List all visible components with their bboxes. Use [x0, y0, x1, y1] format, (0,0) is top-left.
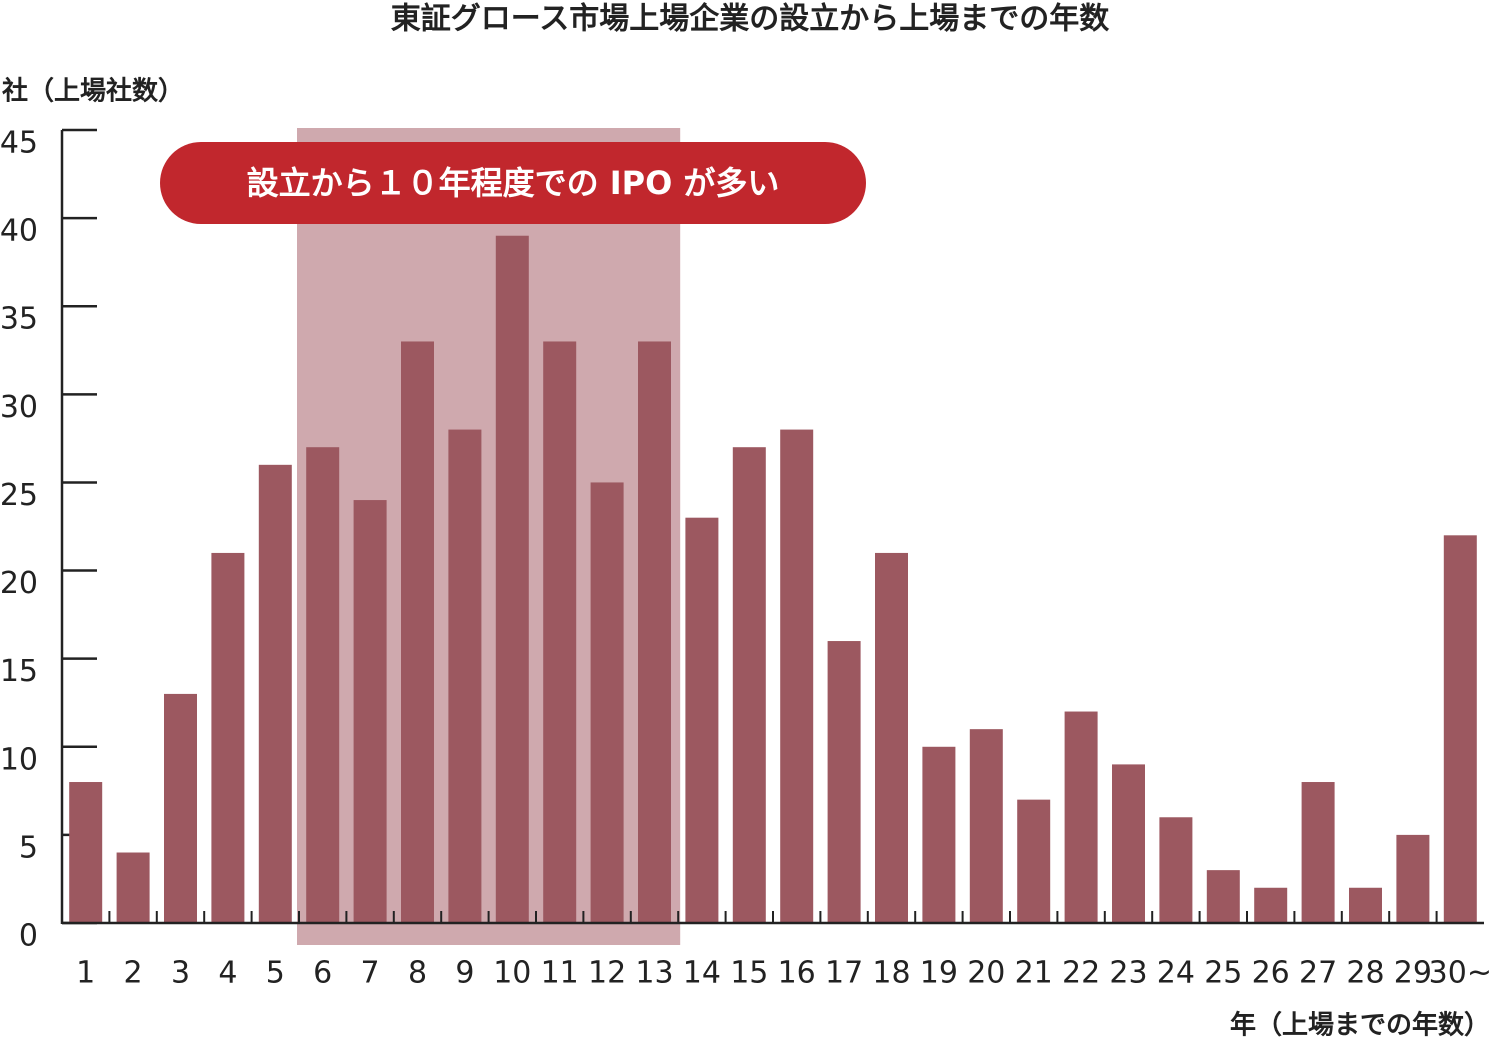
y-tick-label: 30 [0, 390, 38, 425]
y-axis-label: 社（上場社数） [2, 76, 184, 107]
x-tick-label: 17 [825, 956, 863, 991]
bar [1159, 817, 1193, 923]
bar [1254, 887, 1288, 923]
bar [69, 782, 103, 923]
annotation-box [160, 142, 866, 224]
x-tick-label: 16 [778, 956, 816, 991]
y-tick-label: 25 [0, 478, 38, 513]
bar [780, 429, 814, 923]
bar [211, 552, 245, 923]
bar [1443, 535, 1477, 923]
bar [969, 729, 1003, 923]
x-tick-label: 29 [1394, 956, 1432, 991]
bar [685, 517, 719, 923]
y-tick-label: 35 [0, 302, 38, 337]
x-tick-label: 20 [967, 956, 1005, 991]
y-tick-label: 20 [0, 566, 38, 601]
x-tick-label: 12 [588, 956, 626, 991]
x-tick-label: 21 [1015, 956, 1053, 991]
bar [732, 447, 766, 923]
x-tick-label: 2 [124, 956, 143, 991]
bar [353, 500, 387, 923]
x-tick-label: 4 [218, 956, 237, 991]
x-tick-label: 24 [1157, 956, 1195, 991]
x-axis-label: 年（上場までの年数） [1230, 1010, 1490, 1041]
bar [306, 447, 340, 923]
bar [1206, 870, 1240, 923]
x-tick-label: 8 [408, 956, 427, 991]
x-tick-label: 6 [313, 956, 332, 991]
y-tick-label: 15 [0, 654, 38, 689]
x-tick-label: 27 [1299, 956, 1337, 991]
bar [164, 693, 197, 923]
x-tick-label: 30~ [1429, 956, 1492, 991]
x-tick-label: 23 [1109, 956, 1147, 991]
x-tick-label: 26 [1252, 956, 1290, 991]
bar [543, 341, 577, 923]
bar [1301, 782, 1335, 923]
bar [922, 746, 956, 923]
x-tick-label: 9 [455, 956, 474, 991]
bar [495, 235, 529, 923]
y-tick-label: 10 [0, 742, 38, 777]
bar [1112, 764, 1145, 923]
x-tick-label: 25 [1204, 956, 1242, 991]
bar [638, 341, 671, 923]
x-tick-label: 28 [1346, 956, 1384, 991]
chart-title: 東証グロース市場上場企業の設立から上場までの年数 [391, 2, 1110, 37]
x-tick-label: 13 [635, 956, 673, 991]
bar [401, 341, 434, 923]
bar [116, 852, 150, 923]
x-tick-label: 5 [266, 956, 285, 991]
y-tick-label: 5 [19, 830, 38, 865]
bar [1064, 711, 1098, 923]
y-tick-label: 40 [0, 214, 38, 249]
x-tick-label: 7 [361, 956, 380, 991]
x-tick-label: 3 [171, 956, 190, 991]
bar [1349, 887, 1382, 923]
bar [448, 429, 482, 923]
x-tick-label: 22 [1062, 956, 1100, 991]
x-tick-label: 1 [76, 956, 95, 991]
x-tick-label: 18 [872, 956, 910, 991]
bar [875, 552, 908, 923]
annotation-text: 設立から１０年程度での IPO が多い [247, 164, 780, 202]
y-tick-label: 0 [19, 919, 38, 954]
x-tick-label: 14 [683, 956, 721, 991]
bar [827, 641, 861, 923]
bar [1396, 834, 1430, 923]
bar [590, 482, 624, 923]
x-tick-label: 10 [493, 956, 531, 991]
bar [1017, 799, 1051, 923]
x-tick-label: 19 [920, 956, 958, 991]
x-tick-label: 15 [730, 956, 768, 991]
x-tick-label: 11 [541, 956, 579, 991]
y-tick-label: 45 [0, 126, 38, 161]
bar [258, 464, 292, 923]
